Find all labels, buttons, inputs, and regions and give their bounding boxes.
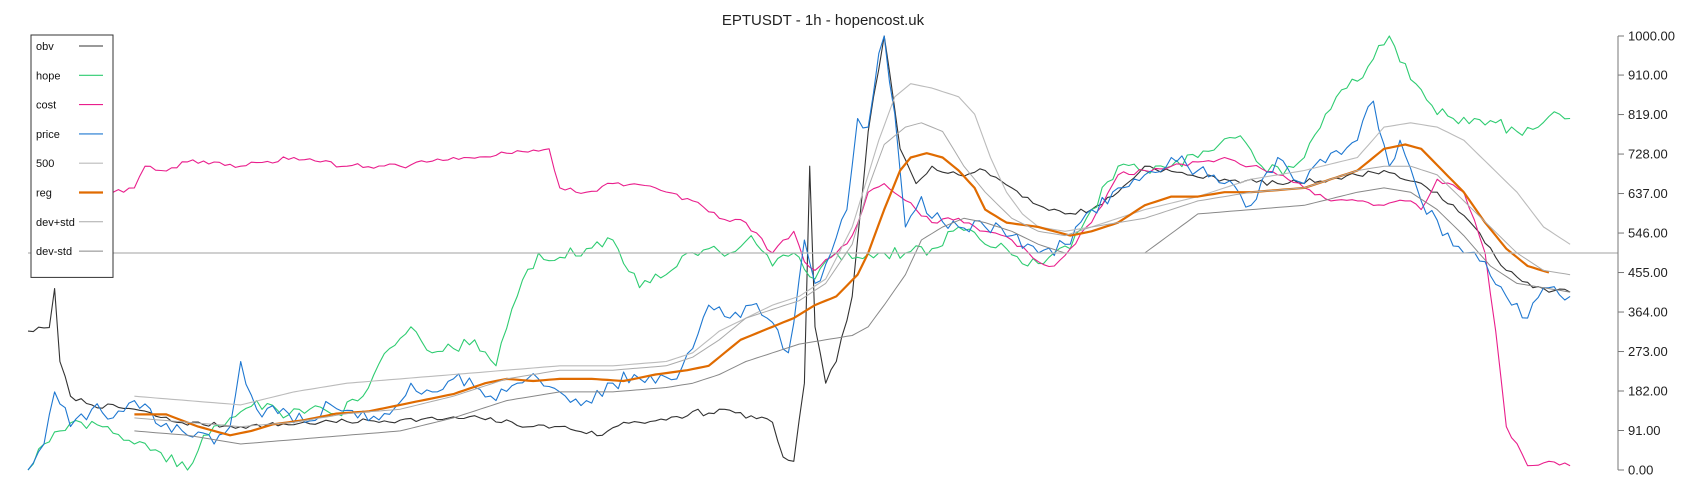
y-tick-label: 910.00 xyxy=(1628,68,1668,83)
y-tick-label: 364.00 xyxy=(1628,305,1668,320)
series-line-cost xyxy=(107,148,1571,467)
y-tick-label: 91.00 xyxy=(1628,423,1661,438)
legend-label: reg xyxy=(36,188,52,200)
series-line-price xyxy=(27,35,1571,471)
y-tick-label: 1000.00 xyxy=(1628,29,1675,44)
series-line-dev-std xyxy=(134,187,1571,445)
chart-title: EPTUSDT - 1h - hopencost.uk xyxy=(722,12,925,29)
legend-label: dev-std xyxy=(36,246,72,258)
legend-label: 500 xyxy=(36,158,54,170)
y-tick-label: 728.00 xyxy=(1628,147,1668,162)
legend-label: cost xyxy=(36,100,56,112)
series-line-reg xyxy=(134,143,1550,437)
y-tick-label: 637.00 xyxy=(1628,186,1668,201)
y-tick-label: 819.00 xyxy=(1628,107,1668,122)
series-line-hope xyxy=(27,35,1571,471)
y-tick-label: 0.00 xyxy=(1628,463,1653,478)
legend-label: price xyxy=(36,129,60,141)
series-line-dev-std xyxy=(134,122,1571,428)
y-tick-label: 182.00 xyxy=(1628,384,1668,399)
series-line-obv xyxy=(27,35,1571,462)
y-axis: 1000.00 910.00 819.00 728.00 637.00 546.00 455… xyxy=(1618,29,1675,478)
y-tick-label: 546.00 xyxy=(1628,226,1668,241)
legend: obv hope cost price 500 reg dev+std dev-std xyxy=(30,34,114,278)
series-layer xyxy=(27,35,1571,471)
y-tick-label: 455.00 xyxy=(1628,265,1668,280)
y-tick-label: 273.00 xyxy=(1628,344,1668,359)
legend-label: dev+std xyxy=(36,217,75,229)
legend-label: hope xyxy=(36,70,60,82)
legend-label: obv xyxy=(36,41,54,53)
series-line-500 xyxy=(134,83,1571,406)
